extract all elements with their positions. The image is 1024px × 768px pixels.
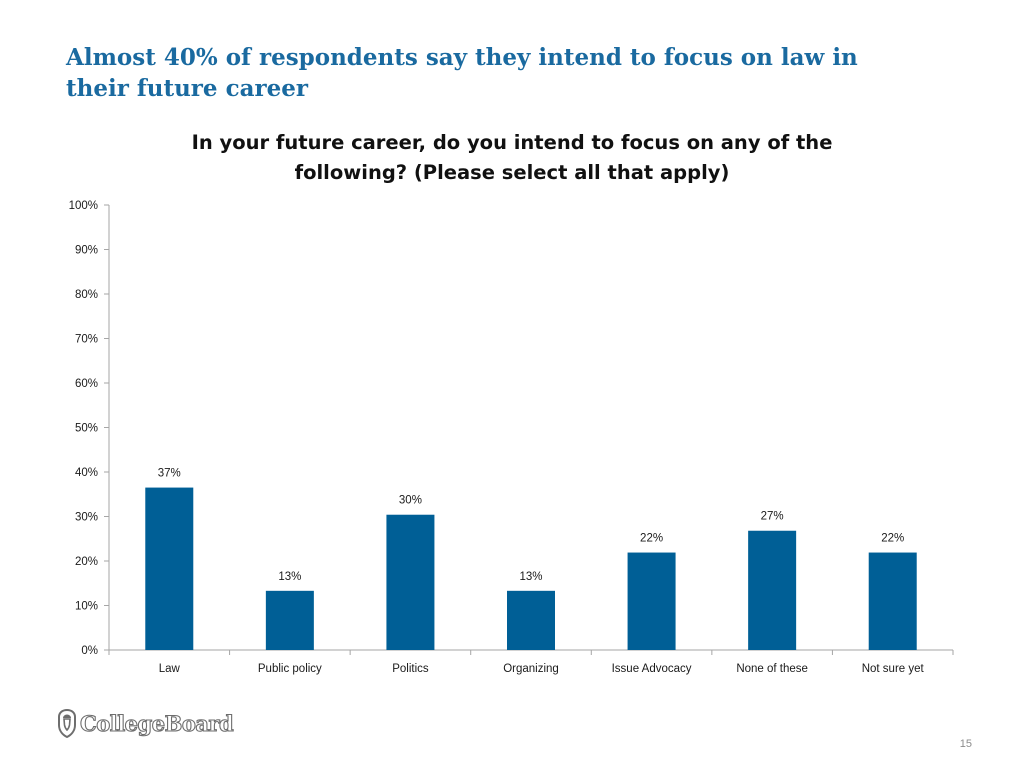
x-category-label: Politics [392, 663, 429, 675]
y-tick-label: 60% [75, 378, 98, 390]
y-tick-label: 20% [75, 556, 98, 568]
x-category-label: Issue Advocacy [612, 663, 692, 675]
bar-data-label: 27% [761, 511, 784, 523]
bar-organizing [507, 590, 555, 650]
y-tick-label: 80% [75, 289, 98, 301]
bar-data-label: 13% [278, 571, 301, 583]
x-category-label: None of these [736, 663, 808, 675]
bar-data-label: 13% [519, 571, 542, 583]
y-tick-label: 100% [69, 200, 98, 212]
y-tick-label: 10% [75, 601, 98, 613]
bar-data-label: 30% [399, 495, 422, 507]
bar-public-policy [265, 590, 314, 650]
y-tick-label: 30% [75, 512, 98, 524]
bar-not-sure-yet [868, 552, 917, 650]
bar-politics [386, 514, 435, 650]
y-tick-label: 70% [75, 334, 98, 346]
chart-title: In your future career, do you intend to … [191, 131, 833, 184]
page-number: 15 [959, 738, 972, 750]
bar-data-label: 37% [158, 468, 181, 480]
bar-data-label: 22% [881, 533, 904, 545]
bar-issue-advocacy [627, 552, 676, 650]
x-category-label: Law [159, 663, 181, 675]
x-category-label: Public policy [258, 663, 322, 675]
y-tick-label: 40% [75, 467, 98, 479]
bar-law [145, 487, 194, 650]
x-category-label: Not sure yet [862, 663, 925, 675]
x-category-label: Organizing [503, 663, 559, 675]
y-tick-label: 90% [75, 245, 98, 257]
y-tick-label: 50% [75, 423, 98, 435]
logo-text: CollegeBoard [79, 710, 234, 736]
bar-data-label: 22% [640, 533, 663, 545]
collegeboard-logo: CollegeBoard [56, 705, 234, 741]
acorn-shield-icon [58, 708, 76, 738]
slide-title: Almost 40% of respondents say they inten… [66, 44, 858, 102]
bar-none-of-these [748, 530, 797, 650]
y-tick-label: 0% [81, 645, 98, 657]
